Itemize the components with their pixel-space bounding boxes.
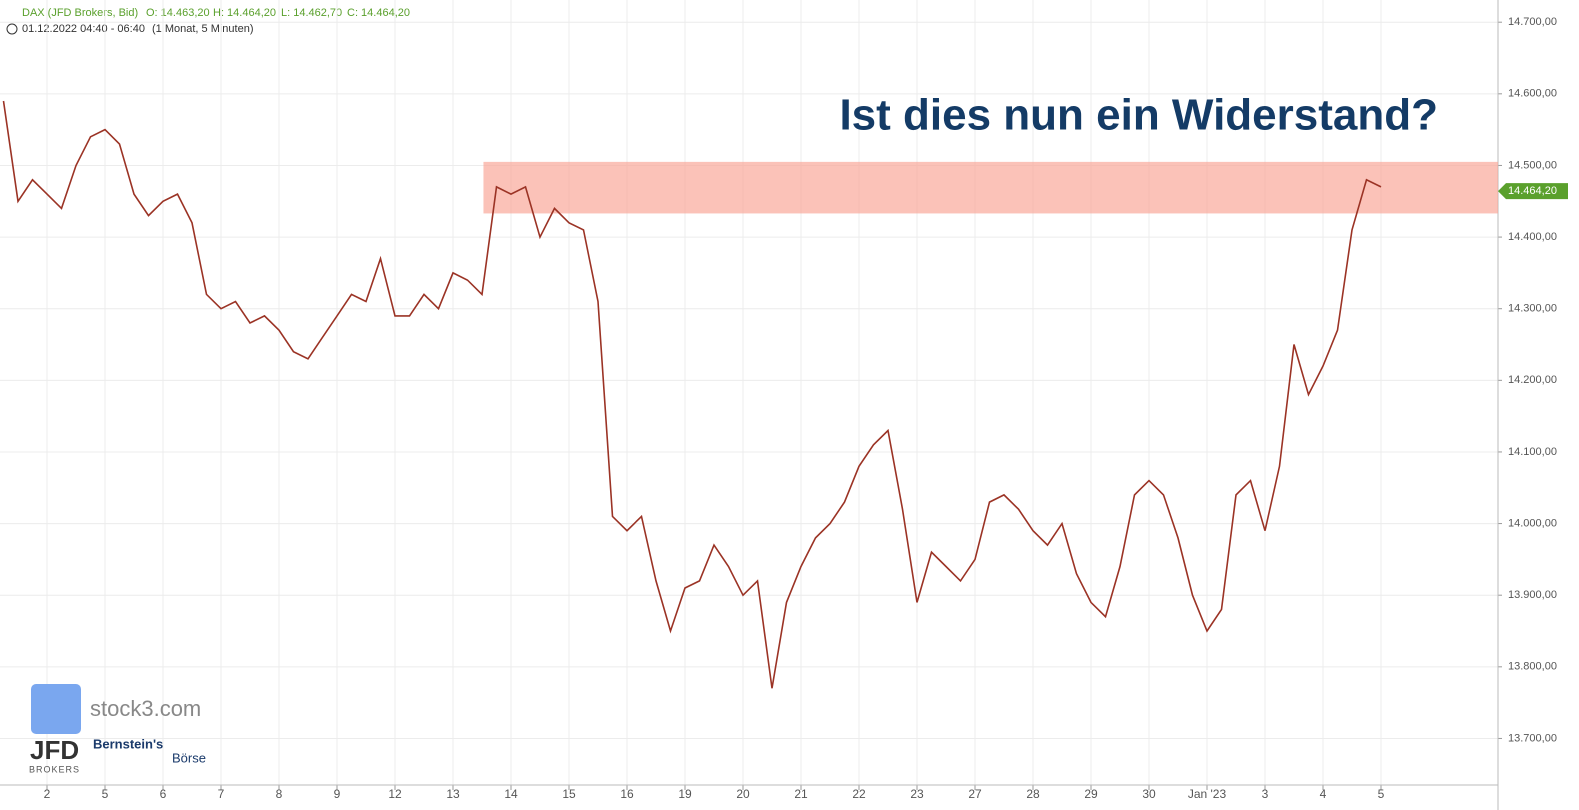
y-tick-label: 14.700,00 [1508, 16, 1557, 28]
logo-boerse: Börse [172, 750, 206, 765]
x-tick-label: 28 [1026, 787, 1040, 801]
x-tick-label: 5 [102, 787, 109, 801]
last-price-tag [1498, 183, 1568, 200]
x-tick-label: 12 [388, 787, 402, 801]
y-tick-label: 13.800,00 [1508, 661, 1557, 673]
instrument: DAX (JFD Brokers, Bid) [22, 7, 138, 19]
annotation: Ist dies nun ein Widerstand? [839, 91, 1438, 140]
x-tick-label: 2 [44, 787, 51, 801]
x-tick-label: 3 [1262, 787, 1269, 801]
x-tick-label: 8 [276, 787, 283, 801]
logo-bernstein: Bernstein's [93, 736, 163, 751]
x-tick-label: 15 [562, 787, 576, 801]
x-tick-label: 7 [218, 787, 225, 801]
x-tick-label: 16 [620, 787, 634, 801]
x-tick-label: 23 [910, 787, 924, 801]
x-tick-label: 4 [1320, 787, 1327, 801]
logo-box [31, 684, 81, 734]
price-line [2, 100, 1382, 689]
y-tick-label: 14.300,00 [1508, 303, 1557, 315]
y-tick-label: 14.100,00 [1508, 446, 1557, 458]
x-tick-label: 22 [852, 787, 866, 801]
x-tick-label: 21 [794, 787, 808, 801]
x-tick-label: 9 [334, 787, 341, 801]
ohlc-close: C: 14.464,20 [347, 7, 410, 19]
logo-jfd: JFD [30, 735, 79, 765]
x-tick-label: 14 [504, 787, 518, 801]
y-tick-label: 14.200,00 [1508, 374, 1557, 386]
interval: (1 Monat, 5 Minuten) [152, 23, 254, 35]
clock-icon [6, 23, 18, 35]
ohlc-open: O: 14.463,20 [146, 7, 210, 19]
y-tick-label: 13.900,00 [1508, 589, 1557, 601]
x-tick-label: 13 [446, 787, 460, 801]
x-tick-label: 19 [678, 787, 692, 801]
x-tick-label: 29 [1084, 787, 1098, 801]
x-tick-label: 27 [968, 787, 982, 801]
y-tick-label: 14.000,00 [1508, 517, 1557, 529]
ohlc-high: H: 14.464,20 [213, 7, 276, 19]
subtitle: 01.12.2022 04:40 - 06:40 [22, 23, 145, 35]
x-tick-label: 5 [1378, 787, 1385, 801]
x-tick-label: 30 [1142, 787, 1156, 801]
y-tick-label: 14.600,00 [1508, 88, 1557, 100]
ohlc-low: L: 14.462,70 [281, 7, 342, 19]
x-tick-label: 20 [736, 787, 750, 801]
resistance-zone [483, 161, 1498, 214]
y-tick-label: 13.700,00 [1508, 732, 1557, 744]
x-tick-label: Jan '23 [1188, 787, 1227, 801]
y-tick-label: 14.400,00 [1508, 231, 1557, 243]
logo-brokers: BROKERS [29, 764, 80, 774]
last-price-label: 14.464,20 [1508, 185, 1557, 197]
y-tick-label: 14.500,00 [1508, 159, 1557, 171]
logo-stock3: stock3.com [90, 696, 201, 721]
x-tick-label: 6 [160, 787, 167, 801]
